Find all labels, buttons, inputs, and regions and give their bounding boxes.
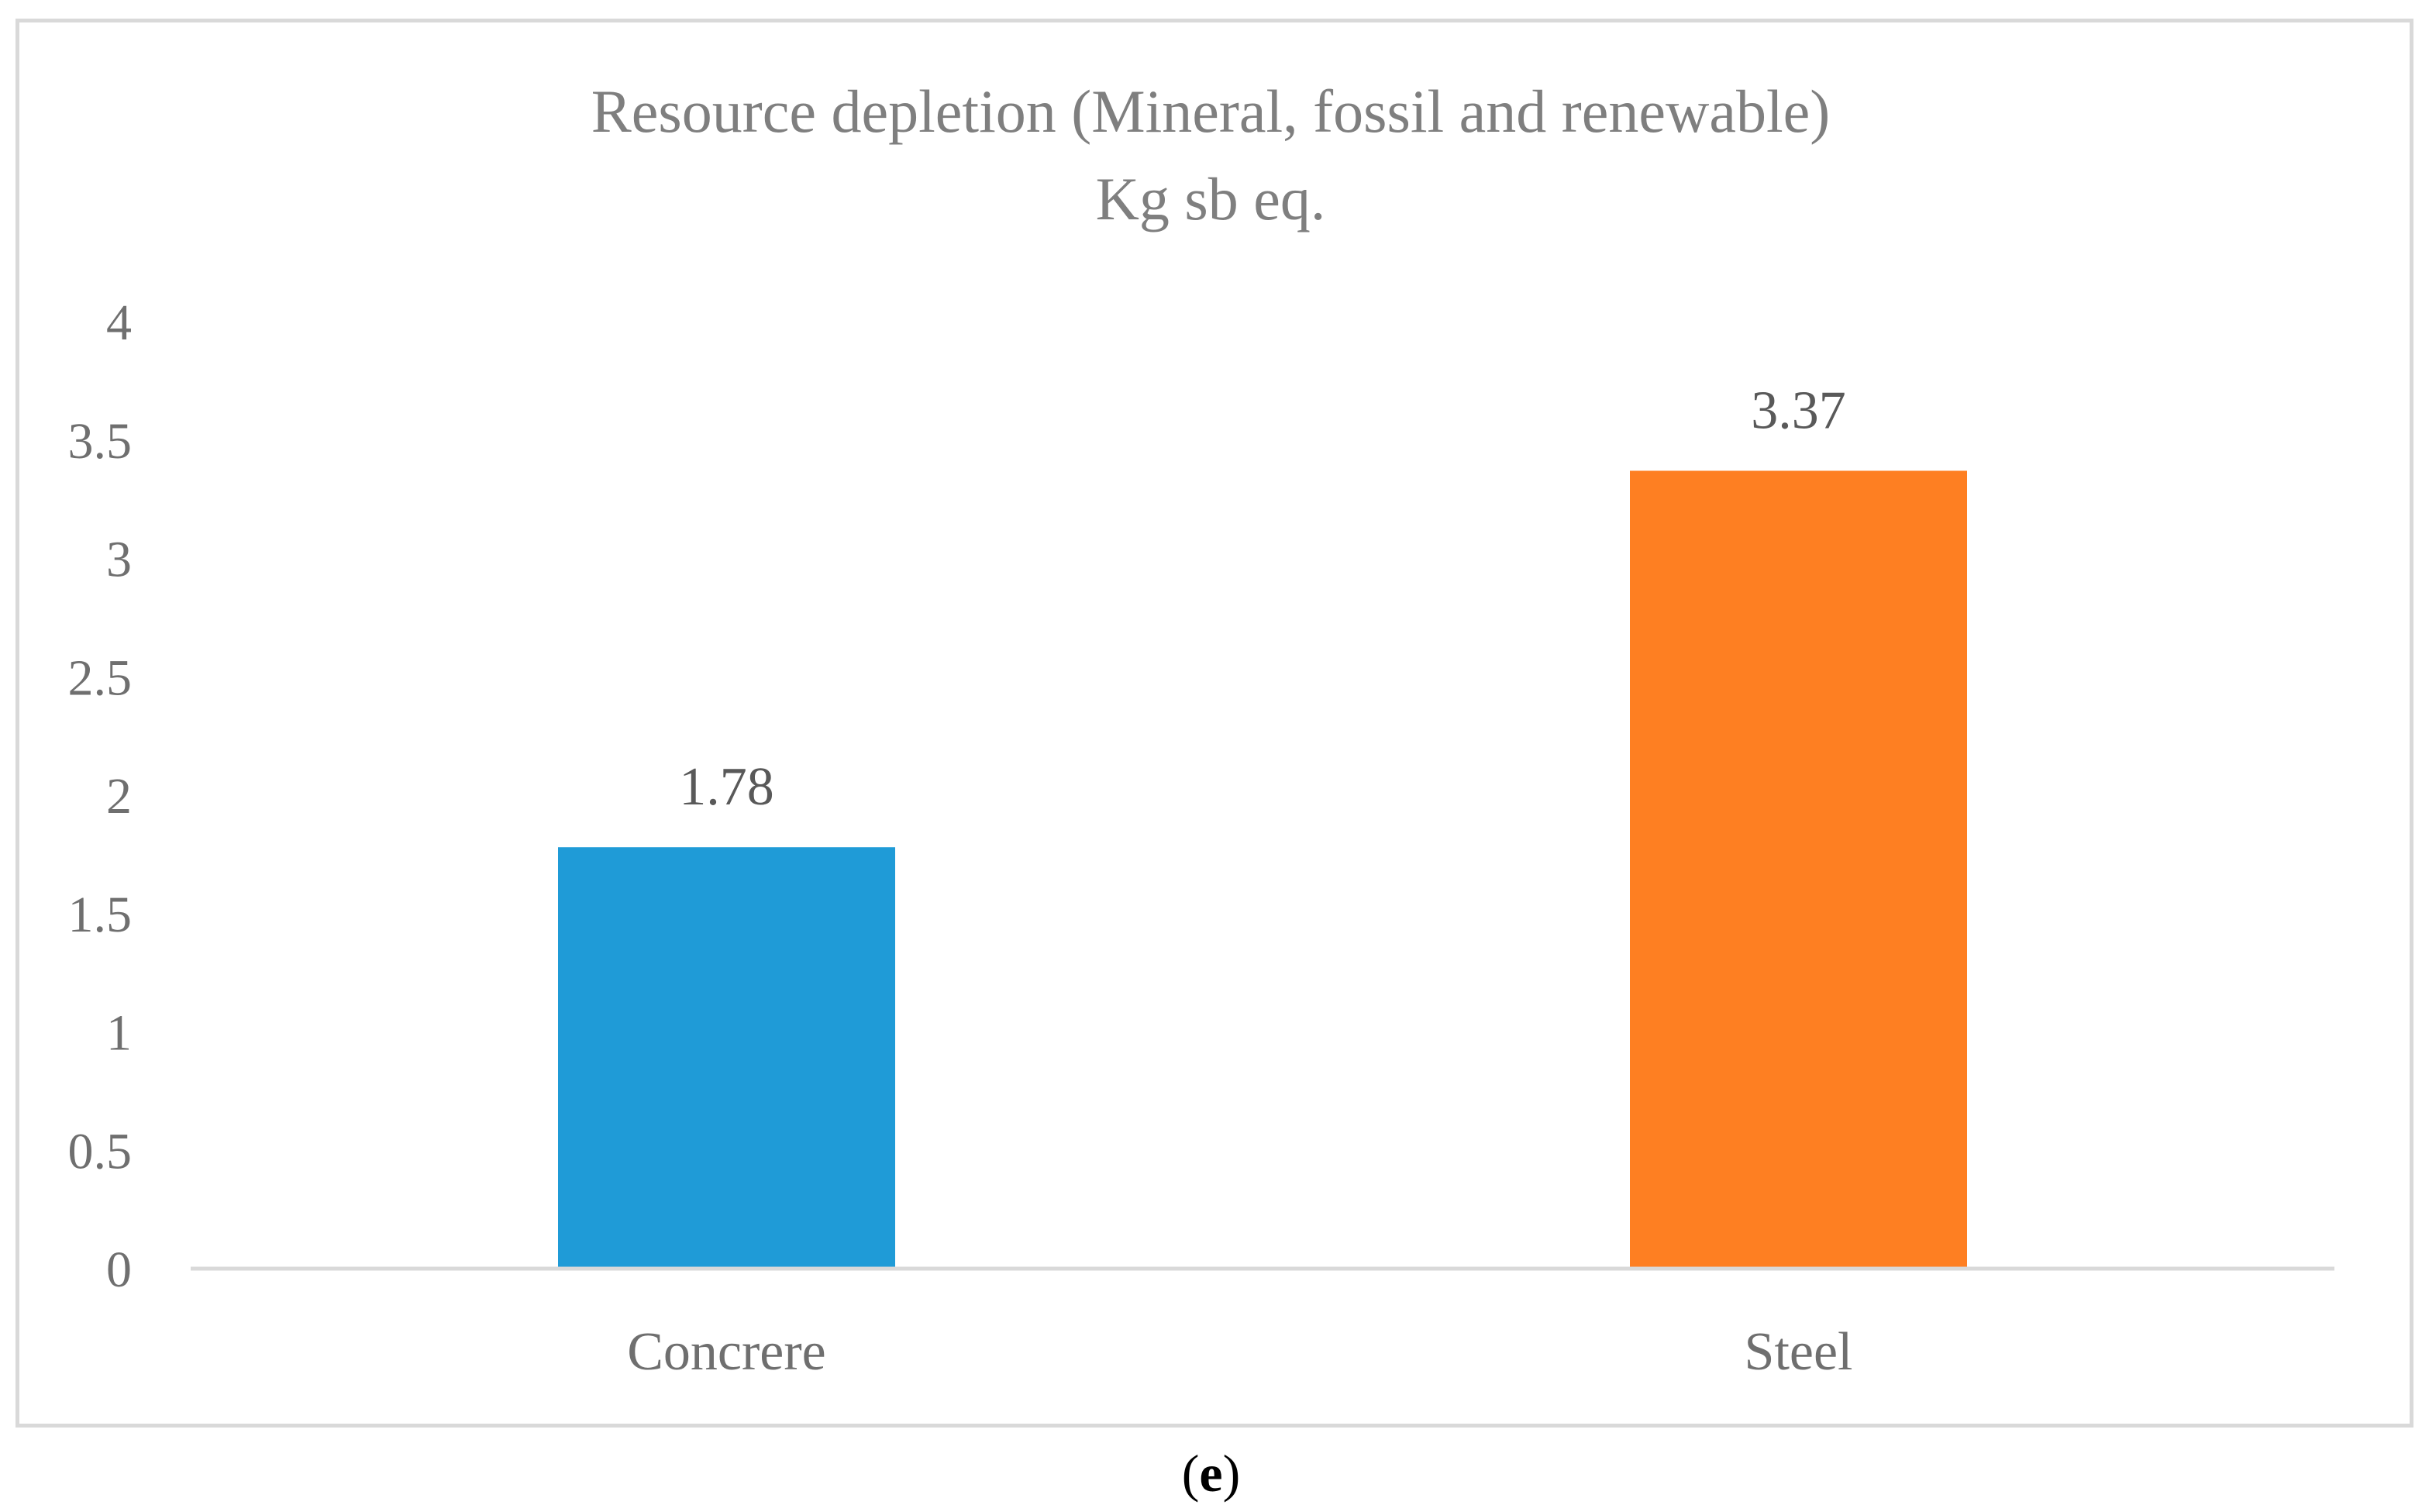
y-tick-label: 0.5 <box>68 1123 133 1180</box>
bar-steel <box>1630 470 1967 1269</box>
figure-caption: (e) <box>0 1443 2422 1504</box>
chart-frame <box>16 19 2413 1428</box>
caption-letter: e <box>1199 1444 1223 1503</box>
bar-value-label: 3.37 <box>1751 381 1846 440</box>
y-tick-label: 2 <box>106 768 132 825</box>
bar-value-label: 1.78 <box>679 757 774 817</box>
y-tick-label: 3.5 <box>68 413 133 470</box>
chart-subtitle: Kg sb eq. <box>1096 165 1326 232</box>
caption-open: ( <box>1181 1444 1200 1503</box>
bars <box>558 470 1967 1269</box>
chart-title: Resource depletion (Mineral, fossil and … <box>591 77 1830 145</box>
y-tick-label: 0 <box>106 1242 132 1298</box>
x-axis-categories: Concrere Steel <box>627 1322 1852 1382</box>
caption-close: ) <box>1222 1444 1241 1503</box>
y-tick-label: 3 <box>106 532 132 588</box>
y-axis-ticks: 0 0.5 1 1.5 2 2.5 3 3.5 4 <box>68 294 133 1298</box>
bar-concrere <box>558 847 895 1269</box>
y-tick-label: 4 <box>106 294 132 351</box>
x-category-label: Steel <box>1745 1322 1853 1382</box>
y-tick-label: 1 <box>106 1005 132 1062</box>
y-tick-label: 1.5 <box>68 887 133 943</box>
x-category-label: Concrere <box>627 1322 826 1382</box>
data-labels: 1.78 3.37 <box>679 381 1846 817</box>
y-tick-label: 2.5 <box>68 649 133 706</box>
